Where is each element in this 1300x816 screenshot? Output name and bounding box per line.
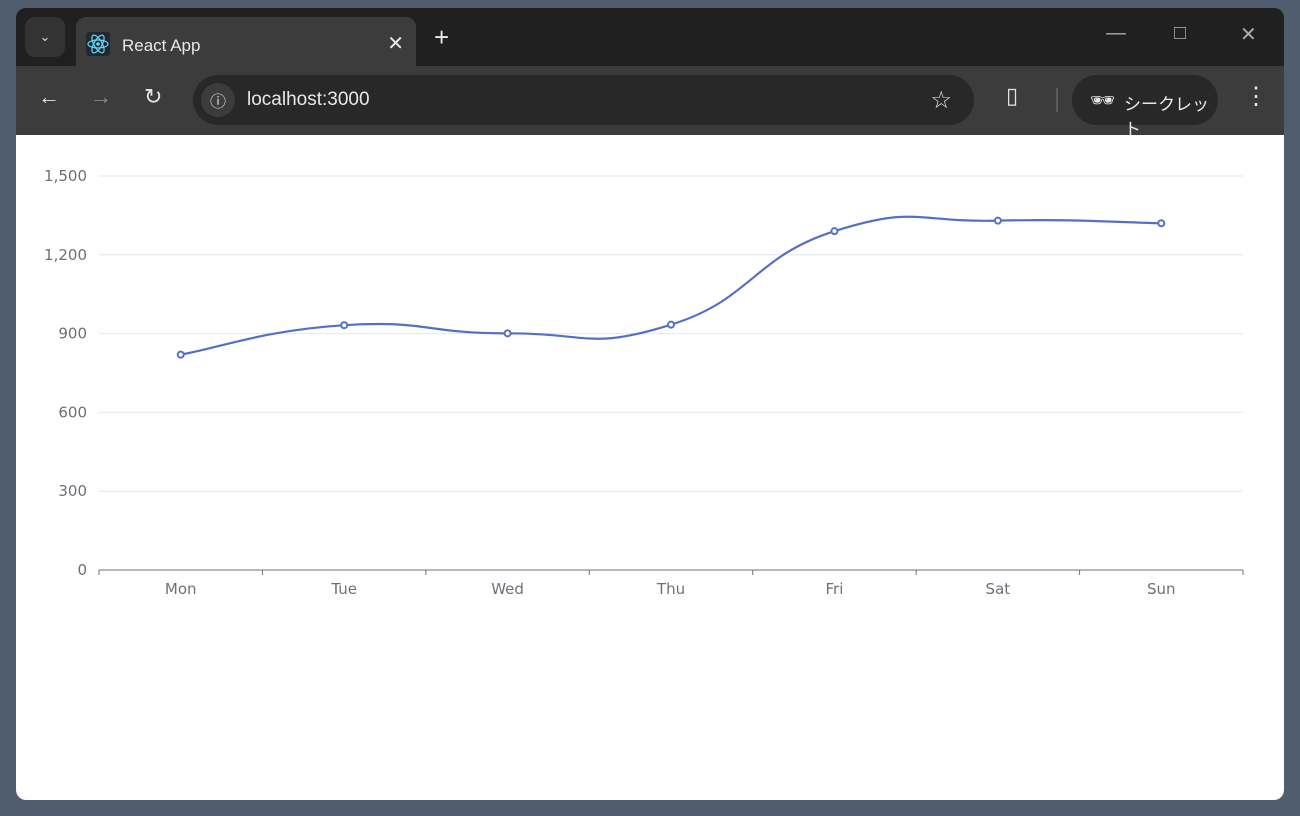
tab-bar: ⌄ React App ✕ + — □ ✕ — [16, 8, 1284, 66]
y-tick-label: 900 — [58, 325, 87, 343]
data-point — [993, 216, 1002, 225]
back-icon[interactable]: ← — [38, 84, 60, 109]
x-tick-label: Mon — [165, 580, 197, 598]
y-tick-label: 600 — [58, 403, 87, 421]
y-tick-label: 1,200 — [44, 246, 87, 264]
incognito-icon: 🕶 — [1090, 90, 1116, 112]
page-content: 0 300 600 900 1,200 1,500 Mon Tue Wed Thu Fri Sat Su… — [16, 135, 1284, 800]
data-point — [1157, 219, 1166, 228]
address-bar[interactable]: ⓘ localhost:3000 ☆ — [193, 75, 974, 125]
x-tick-label: Sun — [1147, 580, 1176, 598]
y-tick-label: 0 — [77, 561, 87, 579]
url-text[interactable]: localhost:3000 — [247, 89, 370, 110]
close-window-icon[interactable]: ✕ — [1240, 24, 1257, 46]
info-icon[interactable]: ⓘ — [201, 83, 235, 117]
incognito-button[interactable]: 🕶 シークレット — [1072, 75, 1218, 139]
x-tick-label: Sat — [986, 580, 1011, 598]
reload-icon[interactable]: ↻ — [144, 84, 163, 109]
tab-react-app[interactable]: React App ✕ — [76, 17, 416, 66]
close-icon[interactable]: ✕ — [387, 33, 404, 55]
x-tick-label: Thu — [656, 580, 685, 598]
extensions-icon[interactable]: ▯ — [1006, 83, 1019, 108]
maximize-icon[interactable]: □ — [1174, 22, 1187, 44]
data-point — [176, 350, 185, 359]
minimize-icon[interactable]: — — [1106, 22, 1126, 44]
tab-list-button[interactable]: ⌄ — [25, 17, 65, 57]
y-tick-label: 300 — [58, 482, 87, 500]
plus-icon[interactable]: + — [434, 22, 450, 52]
divider — [1056, 88, 1058, 112]
x-tick-label: Fri — [825, 580, 843, 598]
forward-icon[interactable]: → — [90, 84, 112, 109]
data-point — [340, 321, 349, 330]
star-icon[interactable]: ☆ — [930, 87, 952, 114]
y-tick-label: 1,500 — [44, 167, 87, 185]
tab-list-icon: ⌄ — [39, 29, 51, 44]
data-point — [830, 227, 839, 236]
react-icon — [86, 32, 110, 56]
browser-window: ⌄ React App ✕ + — □ ✕ ← → ↻ ⓘ localhost:… — [16, 8, 1284, 800]
data-point — [667, 320, 675, 329]
data-point — [503, 329, 512, 338]
x-tick-label: Wed — [491, 580, 524, 598]
more-icon[interactable]: ⋮ — [1244, 83, 1268, 110]
line-chart: 0 300 600 900 1,200 1,500 Mon Tue Wed Thu Fri Sat Su… — [44, 167, 1244, 598]
tab-title: React App — [122, 36, 201, 55]
toolbar: ← → ↻ ⓘ localhost:3000 ☆ ▯ 🕶 シークレット ⋮ — [16, 66, 1284, 139]
incognito-label: シークレット — [1124, 95, 1209, 139]
x-tick-label: Tue — [330, 580, 357, 598]
